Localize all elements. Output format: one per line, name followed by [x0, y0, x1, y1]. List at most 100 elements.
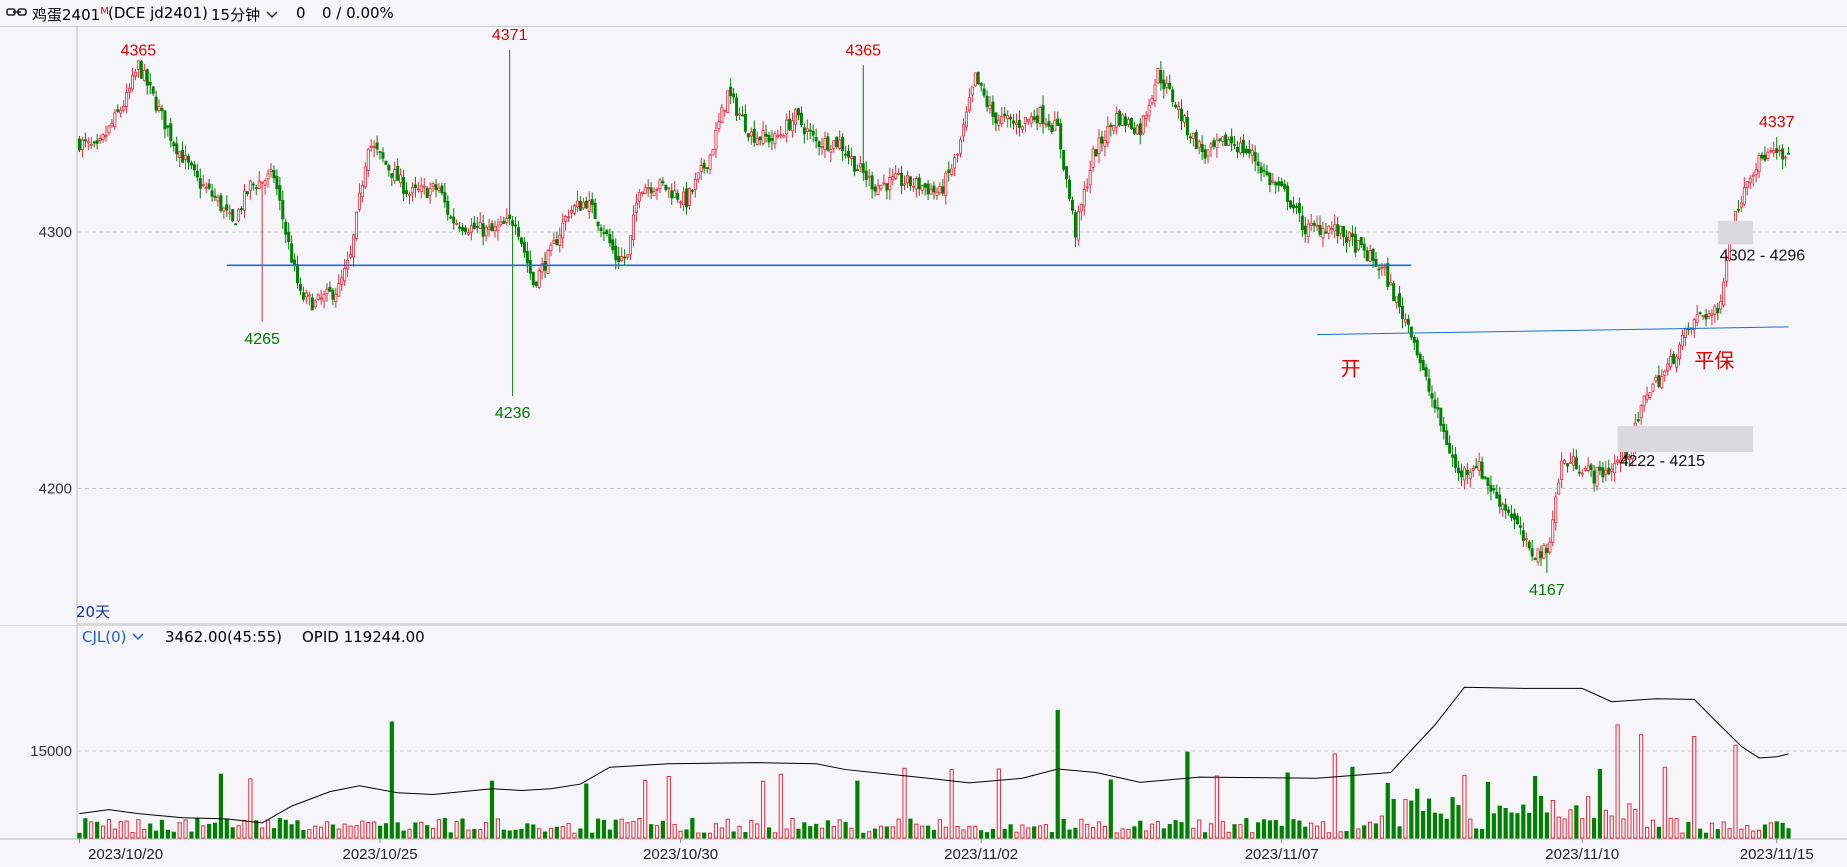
volume-bar — [831, 825, 836, 839]
volume-bar — [737, 825, 742, 839]
candle-body — [1274, 182, 1278, 186]
volume-bar — [1091, 827, 1096, 839]
candle-body — [322, 293, 326, 302]
volume-chart[interactable]: 15000 2023/10/20 2023/10/25 2023/10/30 2023/… — [0, 625, 1847, 867]
volume-bar — [148, 823, 153, 839]
candle-body — [1683, 328, 1687, 339]
link-icon[interactable] — [6, 4, 28, 22]
price-chart[interactable]: 4200 4300 20天 4302 - 4296 4222 - 4215 4365 437… — [0, 27, 1847, 625]
candle-body — [558, 234, 562, 246]
volume-bar — [766, 827, 772, 839]
candle-body — [861, 163, 865, 173]
candle-body — [519, 237, 523, 244]
volume-bar — [436, 819, 442, 839]
volume-bar — [489, 780, 495, 839]
candle-body — [1109, 124, 1113, 127]
candle-body — [1286, 185, 1290, 202]
candle-body — [1106, 125, 1110, 144]
volume-bar — [690, 817, 695, 839]
candle-body — [849, 156, 853, 159]
candle-body — [1415, 339, 1419, 356]
candle-body — [1041, 105, 1045, 124]
volume-bar — [277, 818, 282, 839]
volume-bar — [678, 830, 683, 839]
candle-body — [1339, 225, 1343, 234]
volume-bar — [313, 825, 318, 839]
candle-body — [1657, 375, 1661, 387]
volume-bar — [1633, 808, 1638, 839]
candle-body — [658, 179, 662, 190]
candle-body — [973, 72, 977, 87]
volume-bar — [1067, 829, 1072, 839]
candle-body — [1754, 169, 1758, 175]
volume-bar — [590, 832, 595, 839]
candle-body — [428, 188, 432, 196]
volume-bar — [1314, 825, 1320, 839]
candle-body — [534, 281, 538, 286]
candle-body — [505, 218, 509, 223]
candle-body — [1153, 84, 1157, 101]
volume-bar — [1138, 820, 1143, 839]
candle-body — [805, 128, 809, 132]
volume-bar — [1544, 812, 1550, 839]
candle-body — [125, 91, 129, 108]
indicator-value: 3462.00(45:55) — [165, 628, 282, 646]
indicator-dropdown[interactable]: CJL(0) — [82, 628, 145, 646]
y-tick-label: 4200 — [39, 481, 72, 498]
candle-body — [331, 289, 335, 300]
candle-body — [349, 253, 353, 258]
candle-body — [1312, 222, 1316, 226]
volume-bar — [1273, 820, 1278, 839]
volume-bar — [212, 822, 218, 839]
candle-body — [328, 286, 332, 292]
volume-bar — [908, 818, 913, 839]
period-dropdown[interactable]: 15分钟 — [211, 4, 279, 25]
candle-body — [216, 196, 220, 202]
candle-body — [788, 118, 792, 131]
volume-bar — [1739, 828, 1744, 839]
volume-bar — [1780, 822, 1785, 839]
candle-body — [508, 214, 512, 220]
candle-body — [1065, 166, 1069, 180]
candle-body — [1465, 469, 1469, 476]
indicator-opid: OPID 119244.00 — [302, 628, 425, 646]
volume-bar — [1609, 815, 1614, 839]
candle-body — [169, 123, 173, 142]
candle-body — [381, 152, 385, 159]
candle-body — [1003, 113, 1007, 117]
volume-bar — [177, 822, 182, 839]
volume-bar — [643, 780, 648, 839]
candle-body — [540, 263, 544, 273]
volume-bar — [808, 826, 813, 839]
candle-body — [313, 300, 317, 308]
candle-body — [466, 232, 470, 235]
candle-body — [1707, 313, 1711, 317]
volume-bar — [1020, 824, 1025, 839]
candle-body — [1760, 154, 1764, 159]
candle-body — [157, 106, 161, 111]
volume-bar — [1485, 781, 1491, 839]
volume-bar — [525, 823, 530, 839]
volume-bar — [1320, 821, 1326, 839]
candle-body — [1180, 108, 1184, 122]
volume-bar — [413, 822, 418, 839]
candle-body — [1333, 224, 1337, 232]
candle-body — [1012, 120, 1016, 124]
instrument-name[interactable]: 鸡蛋2401M — [32, 4, 109, 25]
candle-body — [1091, 148, 1095, 168]
candle-body — [708, 154, 712, 170]
candle-body — [511, 220, 515, 226]
volume-bar — [248, 778, 253, 839]
volume-bar — [401, 830, 406, 839]
candle-body — [80, 139, 84, 151]
volume-bar — [1650, 819, 1656, 839]
candle-body — [1784, 156, 1788, 159]
candle-body — [1495, 491, 1499, 499]
candle-body — [1719, 300, 1723, 310]
candle-body — [661, 181, 665, 184]
candle-body — [796, 108, 800, 116]
price-zone-box — [1717, 220, 1754, 245]
candle-body — [1424, 367, 1428, 377]
candle-body — [664, 184, 668, 190]
candle-body — [195, 170, 199, 178]
